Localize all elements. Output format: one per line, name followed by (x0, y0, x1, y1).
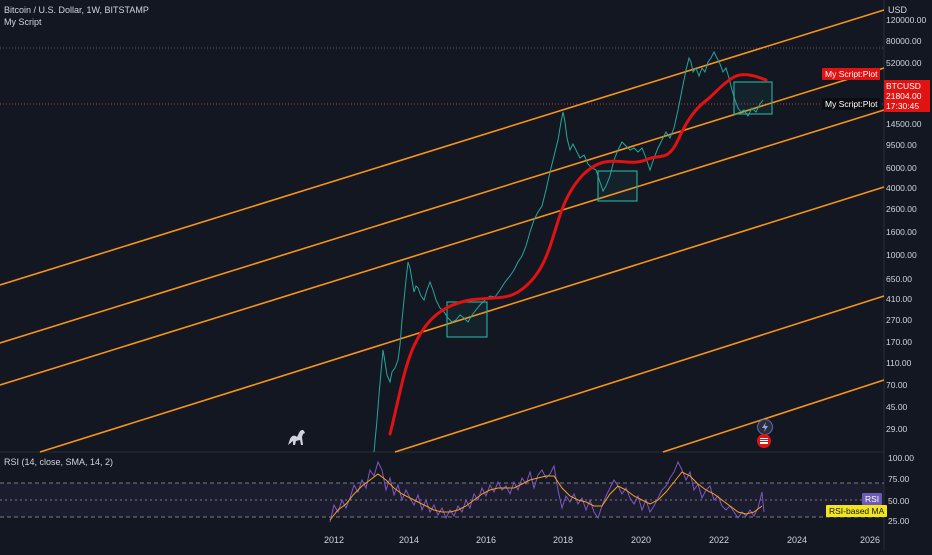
year-tick-label: 2024 (786, 535, 808, 545)
year-tick-label: 2012 (323, 535, 345, 545)
price-tick-label: 14500.00 (886, 119, 922, 129)
price-tick-label: 45.00 (886, 402, 908, 412)
script-plot-tag-top: My Script:Plot (822, 68, 881, 80)
channel-line-1[interactable] (0, 9, 885, 286)
price-tick-label: 2600.00 (886, 204, 917, 214)
channel-line-4[interactable] (39, 186, 885, 453)
rsi-tick-label: 50.00 (888, 496, 910, 506)
chart-legend-title[interactable]: Bitcoin / U.S. Dollar, 1W, BITSTAMP (4, 5, 149, 15)
rsi-tick-label: 25.00 (888, 516, 910, 526)
rsi-ma-tag: RSI-based MA (826, 505, 888, 517)
flag-icon[interactable] (757, 434, 771, 448)
last-price-value: 21804.00 (886, 91, 922, 101)
script-legend[interactable]: My Script (4, 17, 42, 27)
dinosaur-icon[interactable] (286, 427, 308, 452)
channel-line-5[interactable] (394, 295, 885, 453)
price-tick-label: 4000.00 (886, 183, 917, 193)
price-tick-label: 29.00 (886, 424, 908, 434)
price-tick-label: 170.00 (886, 337, 912, 347)
range-box-2019[interactable] (597, 170, 638, 202)
year-tick-label: 2014 (398, 535, 420, 545)
rsi-value-tag: RSI (862, 493, 883, 505)
year-tick-label: 2020 (630, 535, 652, 545)
price-tick-label: 6000.00 (886, 163, 917, 173)
price-tick-label: 9500.00 (886, 140, 917, 150)
range-box-2015[interactable] (446, 301, 488, 338)
channel-line-6[interactable] (662, 379, 885, 453)
rsi-tick-label: 75.00 (888, 474, 910, 484)
channel-line-3[interactable] (0, 109, 885, 386)
countdown-value: 17:30:45 (886, 101, 920, 111)
symbol-label: BTCUSD (886, 81, 921, 91)
rsi-tick-label: 100.00 (888, 453, 914, 463)
last-price-tag: BTCUSD 21804.00 17:30:45 (884, 80, 930, 112)
price-tick-label: 70.00 (886, 380, 908, 390)
price-tick-label: 120000.00 (886, 15, 927, 25)
year-tick-label: 2016 (475, 535, 497, 545)
price-series[interactable] (373, 50, 764, 453)
price-tick-label: 52000.00 (886, 58, 922, 68)
price-tick-label: 1000.00 (886, 250, 917, 260)
price-tick-label: 650.00 (886, 274, 912, 284)
price-tick-label: 80000.00 (886, 36, 922, 46)
price-tick-label: 1600.00 (886, 227, 917, 237)
year-tick-label: 2022 (708, 535, 730, 545)
rsi-legend[interactable]: RSI (14, close, SMA, 14, 2) (4, 457, 114, 467)
year-tick-label: 2018 (552, 535, 574, 545)
lightning-icon[interactable] (757, 419, 773, 435)
year-tick-label: 2026 (859, 535, 881, 545)
currency-label: USD (888, 5, 908, 15)
script-plot-tag-bottom: My Script:Plot (822, 98, 881, 110)
rsi-ma-line[interactable] (329, 471, 763, 521)
my-script-plot-line[interactable] (388, 73, 768, 436)
price-tick-label: 110.00 (886, 358, 912, 368)
price-tick-label: 270.00 (886, 315, 912, 325)
price-tick-label: 410.00 (886, 294, 912, 304)
